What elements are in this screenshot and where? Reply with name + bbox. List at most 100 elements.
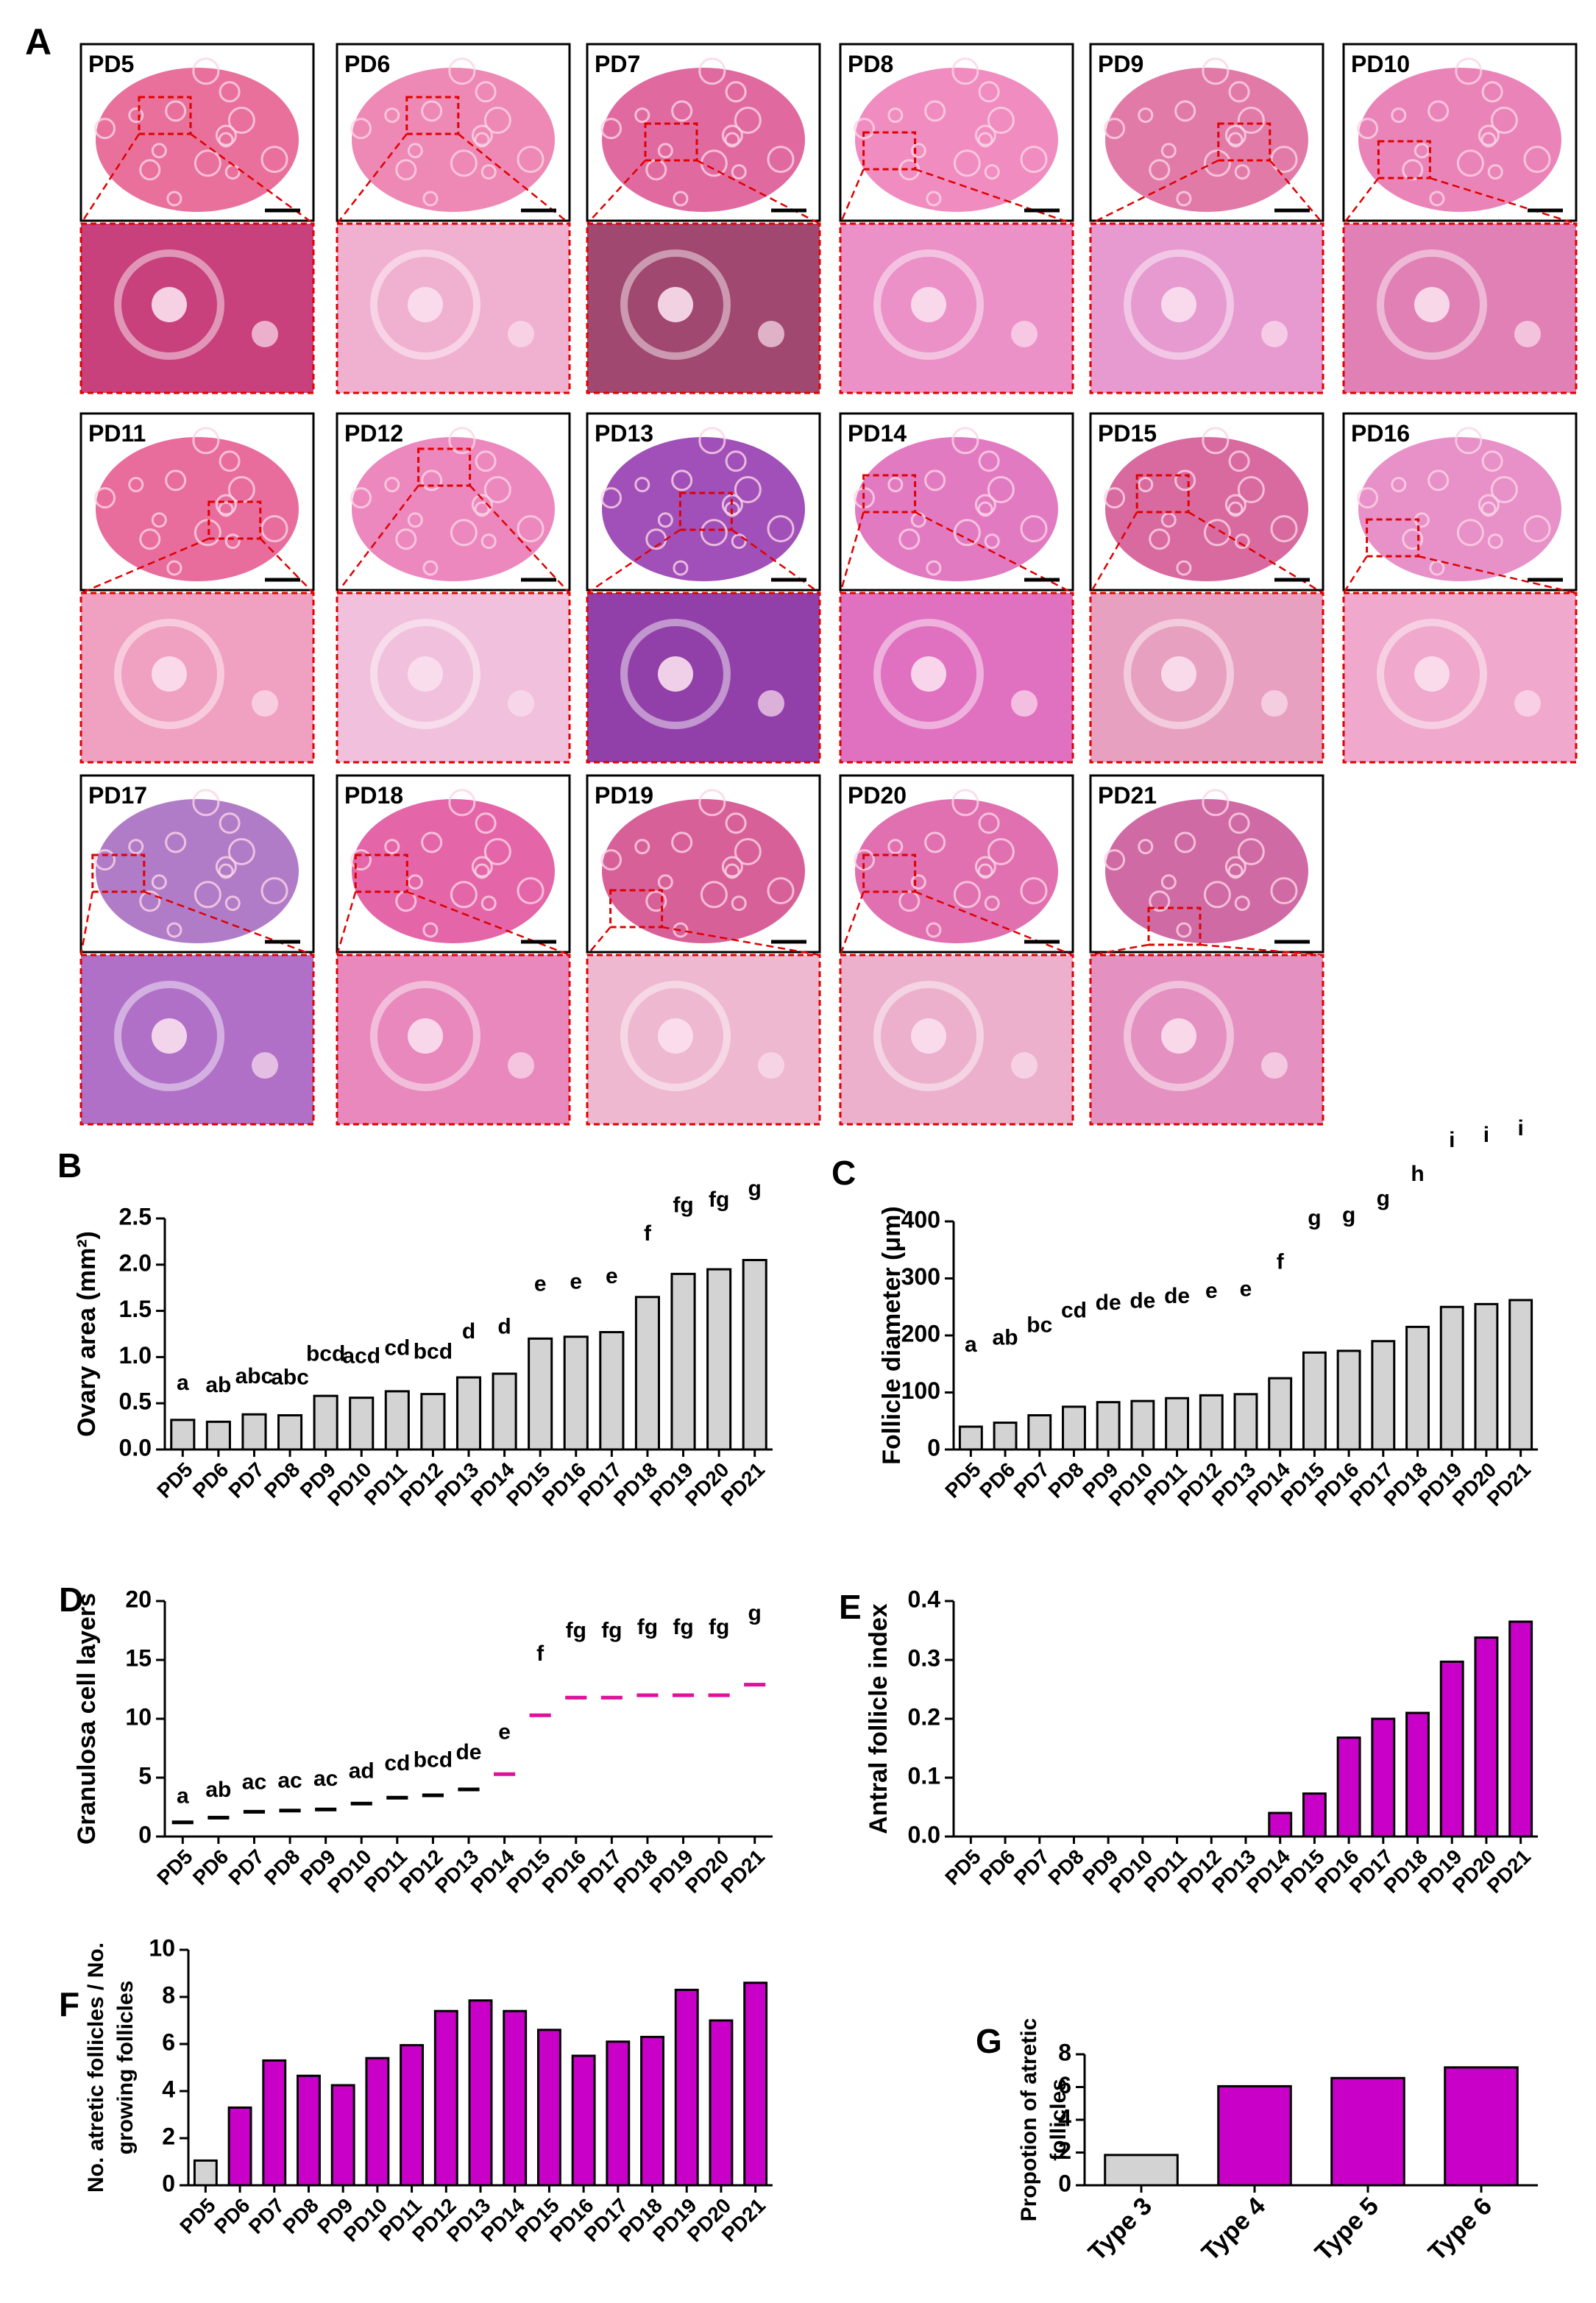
x-tick-label: PD8 — [260, 1845, 304, 1889]
panel-label: E — [839, 1588, 862, 1626]
bar — [400, 2044, 425, 2187]
follicle — [1237, 837, 1265, 865]
follicle — [448, 427, 476, 455]
significance-letter: cd — [384, 1336, 410, 1360]
y-tick-label: 0.5 — [119, 1388, 152, 1415]
panel-label: C — [831, 1154, 856, 1192]
zoom-box — [1366, 518, 1420, 558]
panel-label: A — [25, 21, 52, 63]
follicle — [1174, 831, 1196, 854]
follicle — [1414, 143, 1430, 159]
follicle — [215, 124, 237, 146]
tile-label: PD9 — [1098, 51, 1143, 77]
bar — [420, 1393, 446, 1451]
bar — [1336, 1736, 1361, 1838]
zoom-image — [1342, 592, 1578, 764]
x-tick-label: PD8 — [279, 2194, 323, 2238]
ovary-section — [855, 68, 1058, 212]
x-tick-label: PD8 — [260, 1458, 304, 1502]
x-tick-label: Type 6 — [1423, 2192, 1497, 2266]
y-tick-label: 10 — [125, 1703, 152, 1730]
oocyte — [1124, 981, 1234, 1091]
follicle — [854, 849, 876, 871]
follicle — [1160, 512, 1177, 528]
oocyte — [758, 1052, 784, 1079]
significance-letter: a — [177, 1371, 189, 1395]
bar — [1508, 1620, 1533, 1838]
bar — [1302, 1792, 1327, 1838]
oocyte — [873, 981, 984, 1091]
follicle — [1490, 106, 1518, 134]
follicle — [407, 512, 423, 528]
bar — [670, 1272, 696, 1451]
zoom-connector — [336, 485, 419, 594]
significance-letter: ac — [313, 1767, 338, 1791]
zoom-connector — [731, 528, 820, 595]
tile-label: PD12 — [344, 420, 403, 447]
follicle — [1104, 118, 1126, 140]
y-axis-title: Antral follicle index — [865, 1603, 893, 1834]
follicle — [219, 450, 241, 472]
follicle — [151, 143, 167, 159]
zoom-connector — [586, 528, 681, 595]
follicle — [721, 856, 743, 878]
y-tick-label: 0 — [927, 1434, 940, 1461]
follicle — [1402, 159, 1424, 181]
oocyte — [1124, 619, 1234, 729]
ovary-section — [1358, 437, 1561, 581]
follicle — [350, 487, 372, 509]
ovary-section — [352, 437, 555, 581]
significance-letter: fg — [637, 1615, 658, 1639]
zoom-image — [79, 222, 315, 394]
significance-letter: e — [534, 1272, 547, 1296]
oocyte — [1514, 321, 1541, 347]
zoom-connector — [1090, 943, 1149, 957]
follicle — [634, 107, 650, 124]
oocyte — [370, 981, 480, 1091]
follicle — [1160, 143, 1177, 159]
follicle — [671, 831, 693, 854]
follicle — [194, 881, 221, 909]
follicle — [1227, 501, 1244, 517]
x-tick-label: PD5 — [152, 1458, 196, 1502]
follicle — [731, 895, 747, 912]
follicle — [219, 812, 241, 834]
y-tick-label: 8 — [1058, 2039, 1071, 2065]
bar — [563, 1335, 589, 1451]
follicle — [224, 533, 241, 550]
y-axis-title: Follicle diameter (μm) — [878, 1206, 906, 1464]
follicle — [698, 427, 726, 455]
panel-label: D — [59, 1580, 83, 1619]
follicle — [1427, 469, 1450, 492]
oocyte — [873, 249, 984, 360]
bar — [1330, 2076, 1405, 2187]
zoom-box — [417, 447, 472, 487]
zoom-box — [609, 889, 664, 929]
significance-letter: fg — [601, 1618, 622, 1642]
follicle — [94, 118, 116, 140]
follicle — [1020, 146, 1048, 174]
follicle — [450, 881, 478, 909]
follicle — [1227, 863, 1244, 879]
oocyte — [658, 1018, 693, 1054]
follicle — [1227, 132, 1244, 148]
ovary-section — [855, 799, 1058, 943]
y-axis-title: growing follicles — [113, 1981, 138, 2155]
oocyte — [114, 249, 224, 360]
bar — [634, 1296, 660, 1451]
significance-letter: ab — [205, 1373, 231, 1397]
follicle — [984, 895, 1000, 912]
y-axis-title: Ovary area (mm²) — [73, 1231, 101, 1437]
follicle — [227, 106, 255, 134]
follicle — [260, 515, 288, 543]
follicle — [731, 164, 747, 180]
x-tick-label: PD7 — [1010, 1845, 1054, 1889]
zoom-image — [1089, 954, 1324, 1126]
follicle — [1203, 519, 1231, 547]
tile-label: PD7 — [595, 51, 640, 77]
zoom-image — [1342, 222, 1578, 394]
bar — [743, 1981, 768, 2187]
bar — [468, 1999, 493, 2187]
tile-label: PD18 — [344, 782, 403, 809]
